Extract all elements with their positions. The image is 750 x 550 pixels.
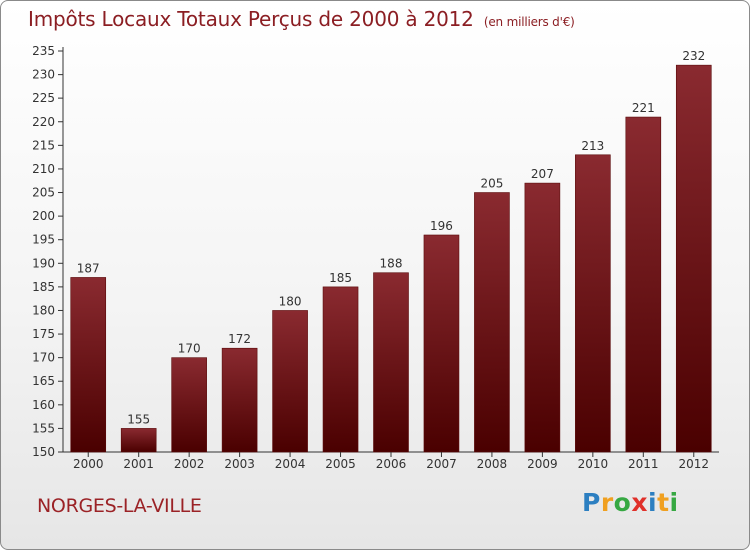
data-label: 172: [228, 332, 251, 346]
bar-2009: [524, 182, 561, 453]
y-tick-label: 210: [32, 162, 55, 176]
y-tick-label: 200: [32, 209, 55, 223]
data-label: 207: [531, 167, 554, 181]
x-tick-label: 2010: [578, 457, 609, 471]
data-label: 213: [581, 139, 604, 153]
bar-2003: [221, 347, 258, 453]
x-tick-label: 2005: [325, 457, 356, 471]
logo-letter: x: [631, 488, 648, 517]
data-label: 221: [632, 101, 655, 115]
x-tick-label: 2008: [477, 457, 508, 471]
x-tick-label: 2006: [376, 457, 407, 471]
y-tick-label: 170: [32, 351, 55, 365]
title-text: Impôts Locaux Totaux Perçus de 2000 à 20…: [28, 7, 474, 31]
logo-letter: o: [613, 488, 632, 517]
x-tick-label: 2003: [224, 457, 255, 471]
y-tick-label: 220: [32, 115, 55, 129]
chart-title: Impôts Locaux Totaux Perçus de 2000 à 20…: [28, 7, 575, 31]
y-tick-label: 195: [32, 233, 55, 247]
data-label: 180: [279, 294, 302, 308]
logo-letter: i: [648, 488, 658, 517]
bar-2007: [423, 234, 460, 453]
data-label: 196: [430, 219, 453, 233]
y-tick-label: 155: [32, 421, 55, 435]
data-label: 185: [329, 271, 352, 285]
y-tick-label: 165: [32, 374, 55, 388]
logo-letter: t: [657, 488, 670, 517]
logo-letter: P: [582, 488, 601, 517]
unit-note: (en milliers d'€): [483, 15, 575, 29]
x-tick-label: 2004: [275, 457, 306, 471]
x-tick-label: 2002: [174, 457, 205, 471]
x-tick-label: 2011: [628, 457, 659, 471]
data-label: 188: [380, 257, 403, 271]
y-tick-label: 150: [32, 445, 55, 459]
bar-2004: [272, 310, 308, 453]
bar-2000: [70, 277, 107, 453]
bar-2008: [474, 192, 510, 453]
logo-letter: r: [600, 488, 614, 517]
commune-name: NORGES-LA-VILLE: [37, 495, 202, 517]
data-label: 170: [178, 342, 201, 356]
bar-2011: [625, 116, 662, 453]
data-label: 187: [77, 261, 100, 275]
x-tick-label: 2001: [123, 457, 154, 471]
y-tick-label: 185: [32, 280, 55, 294]
x-tick-label: 2007: [426, 457, 457, 471]
bar-2001: [120, 428, 157, 453]
bar-2006: [373, 272, 409, 453]
y-tick-label: 235: [32, 44, 55, 58]
y-tick-label: 190: [32, 256, 55, 270]
y-tick-label: 180: [32, 303, 55, 317]
x-tick-label: 2000: [73, 457, 104, 471]
x-tick-label: 2012: [678, 457, 709, 471]
bar-2010: [575, 154, 611, 453]
y-tick-label: 205: [32, 186, 55, 200]
y-tick-label: 215: [32, 138, 55, 152]
data-label: 232: [682, 49, 705, 63]
x-tick-label: 2009: [527, 457, 558, 471]
bar-2012: [675, 64, 712, 453]
bar-2005: [322, 286, 359, 453]
y-tick-label: 175: [32, 327, 55, 341]
bar-2002: [171, 357, 207, 453]
y-tick-label: 225: [32, 91, 55, 105]
logo-letter: i: [669, 488, 679, 517]
y-tick-label: 230: [32, 68, 55, 82]
y-tick-label: 160: [32, 398, 55, 412]
data-label: 205: [480, 177, 503, 191]
data-label: 155: [127, 412, 150, 426]
proxiti-logo: Proxiti: [582, 488, 692, 522]
